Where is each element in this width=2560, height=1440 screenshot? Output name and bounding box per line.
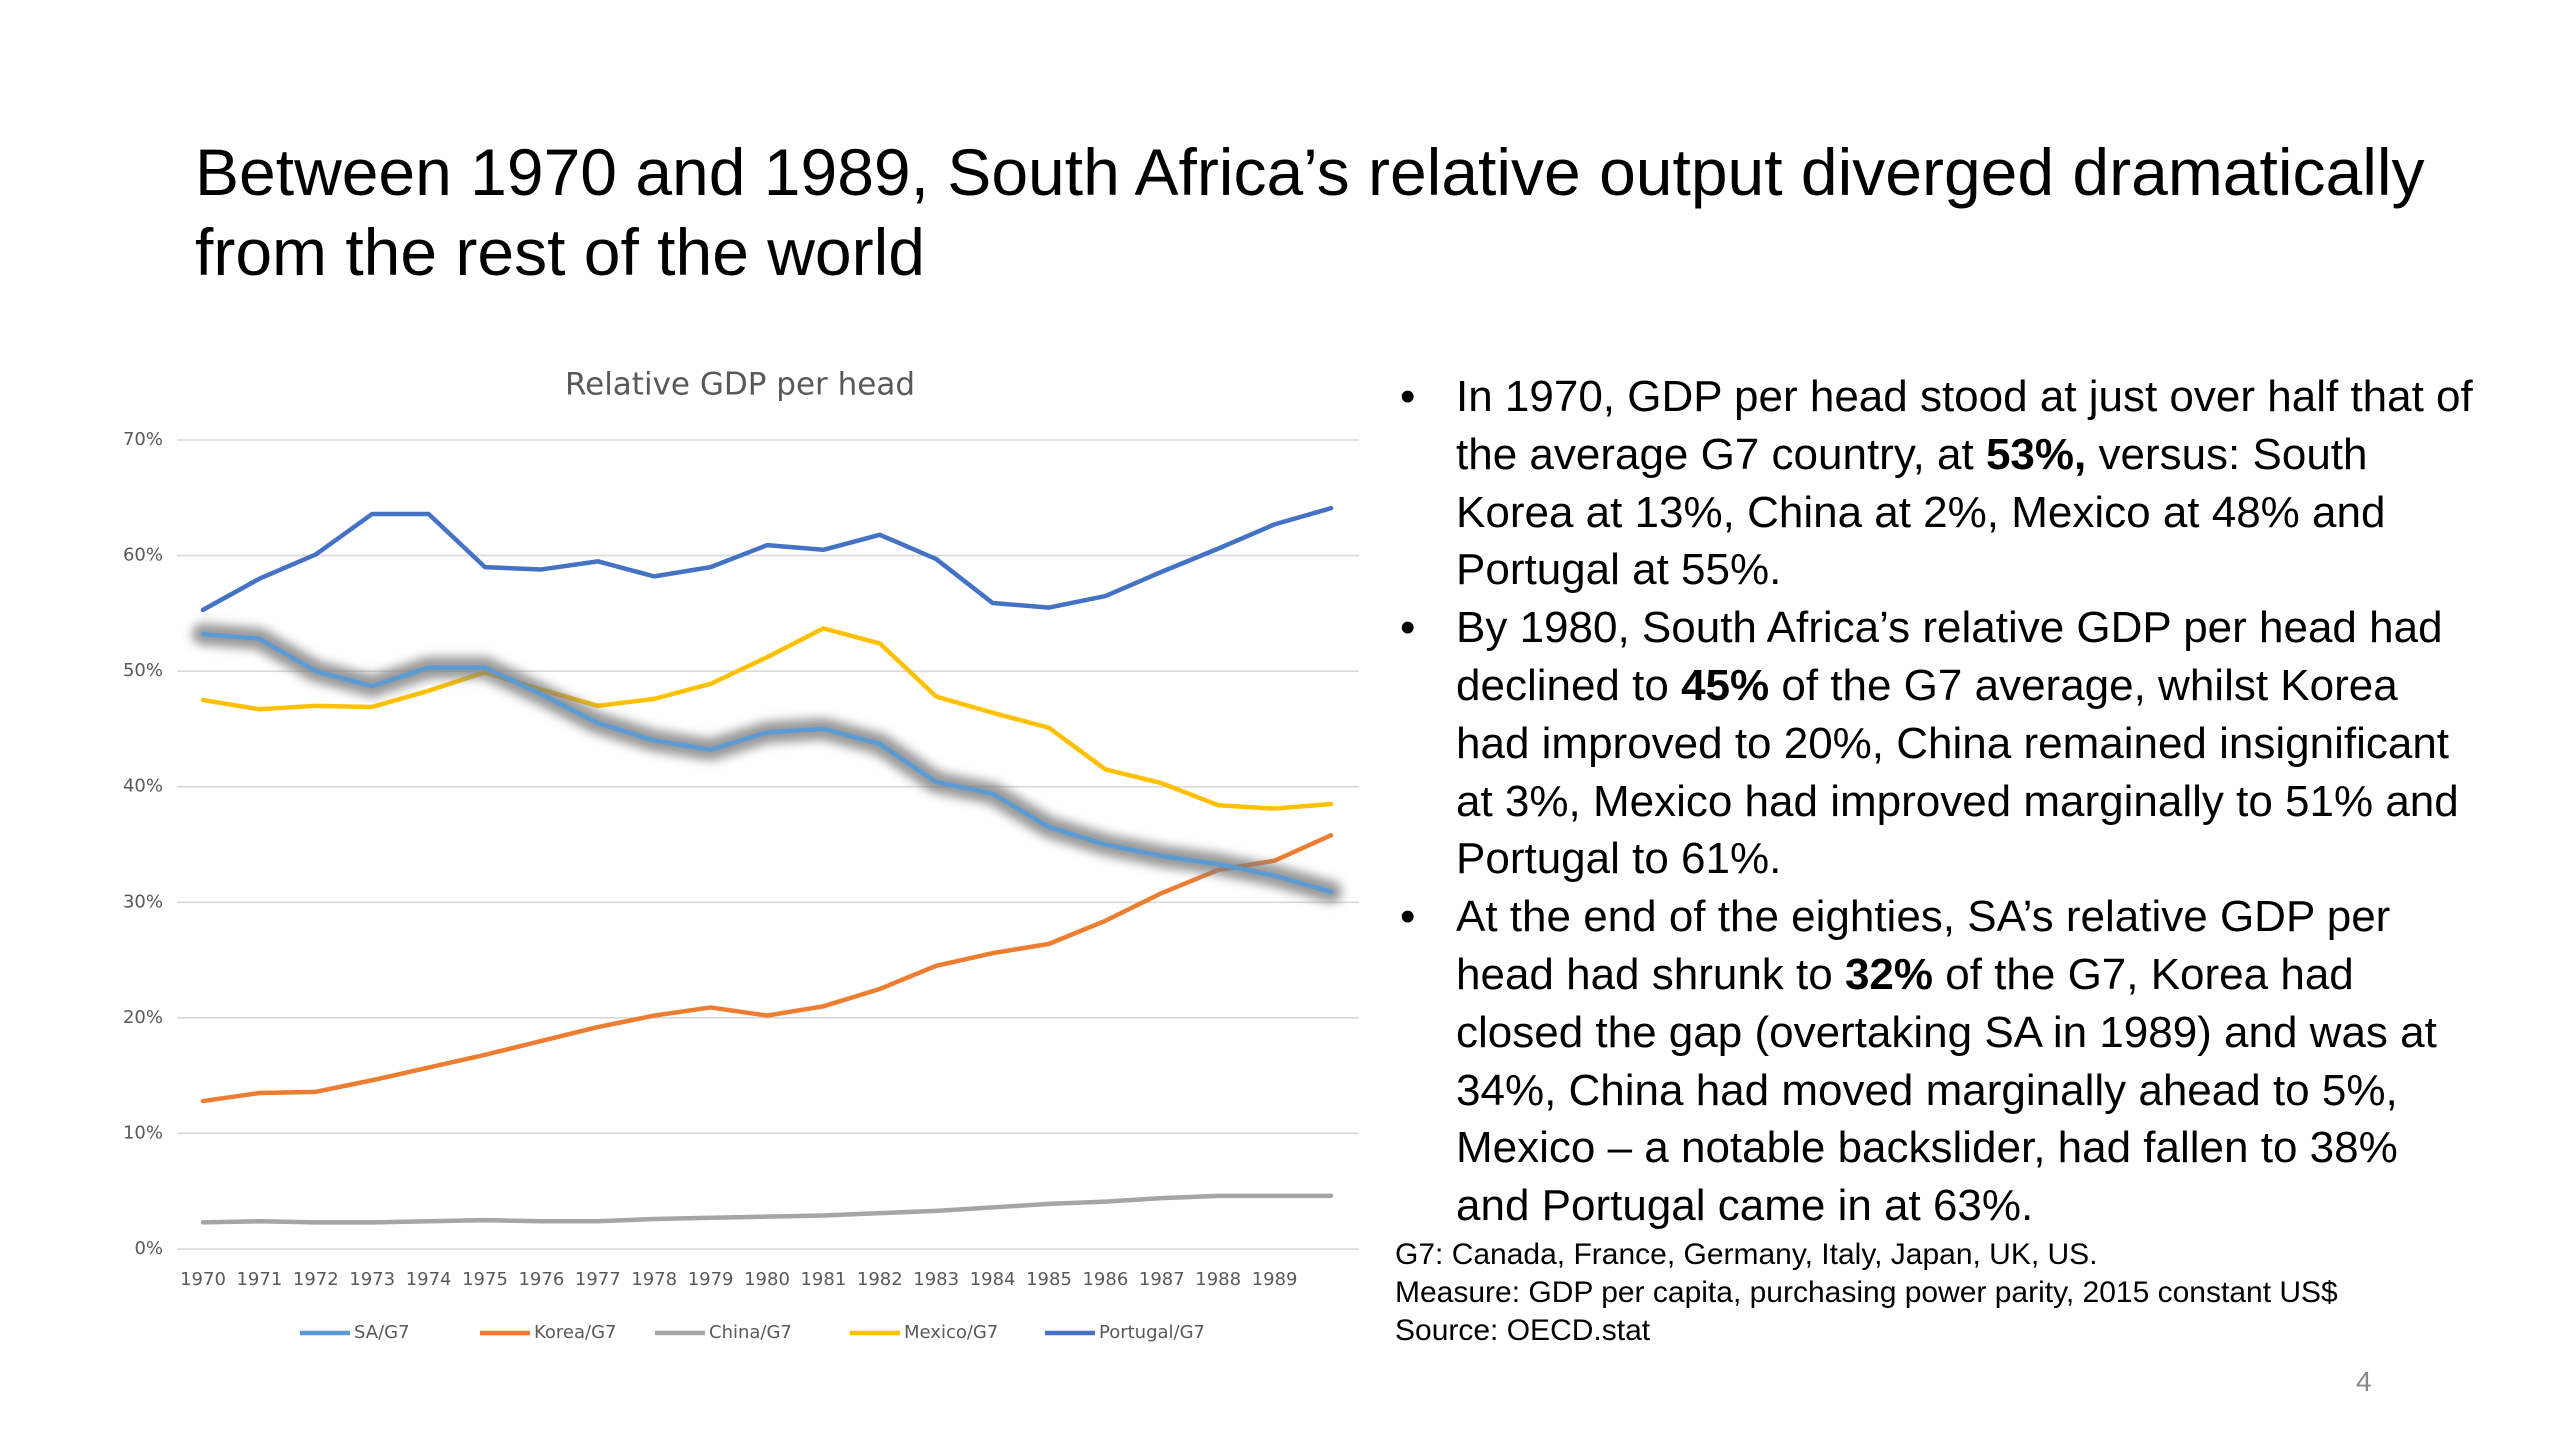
y-tick-label: 60% xyxy=(123,545,163,566)
y-tick-label: 30% xyxy=(123,891,163,912)
legend-label: Portugal/G7 xyxy=(1099,1322,1205,1343)
series-line xyxy=(200,833,1334,1104)
bullet-text: In 1970, GDP per head stood at just over… xyxy=(1456,372,2473,479)
series-line xyxy=(200,1193,1334,1225)
series-line xyxy=(200,631,1334,895)
x-tick-label: 1977 xyxy=(575,1269,621,1290)
legend-label: China/G7 xyxy=(709,1322,792,1343)
x-tick-label: 1979 xyxy=(688,1269,734,1290)
x-tick-label: 1987 xyxy=(1139,1269,1185,1290)
bullet-text: of the G7, Korea had closed the gap (ove… xyxy=(1456,949,2437,1231)
x-tick-label: 1985 xyxy=(1026,1269,1072,1290)
slide-title: Between 1970 and 1989, South Africa’s re… xyxy=(195,135,2425,289)
x-tick-label: 1970 xyxy=(180,1269,226,1290)
y-tick-label: 40% xyxy=(123,776,163,797)
bullet: At the end of the eighties, SA’s relativ… xyxy=(1400,888,2480,1235)
x-tick-label: 1971 xyxy=(236,1269,282,1290)
bullet-text: 45% xyxy=(1681,660,1770,710)
x-tick-label: 1982 xyxy=(857,1269,903,1290)
x-tick-label: 1984 xyxy=(970,1269,1016,1290)
bullet: In 1970, GDP per head stood at just over… xyxy=(1400,368,2480,599)
x-tick-label: 1989 xyxy=(1252,1269,1298,1290)
chart-title: Relative GDP per head xyxy=(565,367,915,403)
x-tick-label: 1974 xyxy=(406,1269,452,1290)
bullet-text: versus: South Korea at 13%, China at 2%,… xyxy=(1456,429,2386,595)
bullet-text: 53%, xyxy=(1985,429,2087,479)
x-tick-label: 1981 xyxy=(800,1269,846,1290)
x-tick-label: 1980 xyxy=(744,1269,790,1290)
bullet-list: In 1970, GDP per head stood at just over… xyxy=(1400,368,2480,1235)
bullet: By 1980, South Africa’s relative GDP per… xyxy=(1400,599,2480,888)
x-tick-label: 1976 xyxy=(518,1269,564,1290)
note: G7: Canada, France, Germany, Italy, Japa… xyxy=(1395,1238,2098,1271)
page-number: 4 xyxy=(2356,1366,2372,1397)
series-line xyxy=(200,626,1334,811)
x-tick-label: 1975 xyxy=(462,1269,508,1290)
y-tick-label: 70% xyxy=(123,429,163,450)
x-tick-label: 1972 xyxy=(293,1269,339,1290)
legend-label: SA/G7 xyxy=(354,1322,410,1343)
y-tick-label: 0% xyxy=(134,1238,163,1259)
bullet-text: 32% xyxy=(1844,949,1934,999)
x-tick-label: 1986 xyxy=(1082,1269,1128,1290)
legend-label: Korea/G7 xyxy=(534,1322,617,1343)
x-tick-label: 1973 xyxy=(349,1269,395,1290)
x-tick-label: 1978 xyxy=(631,1269,677,1290)
note: Source: OECD.stat xyxy=(1395,1314,1651,1347)
bullet-text: At the end of the eighties, SA’s relativ… xyxy=(1456,892,2391,999)
y-tick-label: 10% xyxy=(123,1122,163,1143)
bullet-text: of the G7 average, whilst Korea had impr… xyxy=(1456,660,2459,884)
x-tick-label: 1983 xyxy=(913,1269,959,1290)
x-tick-label: 1988 xyxy=(1195,1269,1241,1290)
y-tick-label: 20% xyxy=(123,1007,163,1028)
note: Measure: GDP per capita, purchasing powe… xyxy=(1395,1276,2338,1309)
notes: G7: Canada, France, Germany, Italy, Japa… xyxy=(1395,1236,2338,1350)
y-tick-label: 50% xyxy=(123,660,163,681)
bullet-text: By 1980, South Africa’s relative GDP per… xyxy=(1456,603,2443,710)
series-line xyxy=(200,505,1334,613)
series-glow xyxy=(192,623,1342,903)
legend-label: Mexico/G7 xyxy=(904,1322,998,1343)
